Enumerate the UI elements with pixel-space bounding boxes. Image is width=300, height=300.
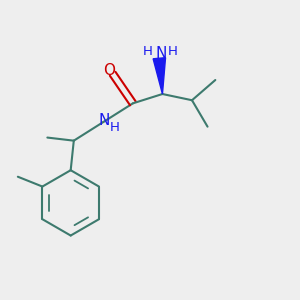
Polygon shape <box>153 58 166 94</box>
Text: N: N <box>155 46 166 62</box>
Text: H: H <box>142 45 152 58</box>
Text: H: H <box>168 45 178 58</box>
Text: N: N <box>99 113 110 128</box>
Text: H: H <box>110 121 120 134</box>
Text: O: O <box>103 63 115 78</box>
